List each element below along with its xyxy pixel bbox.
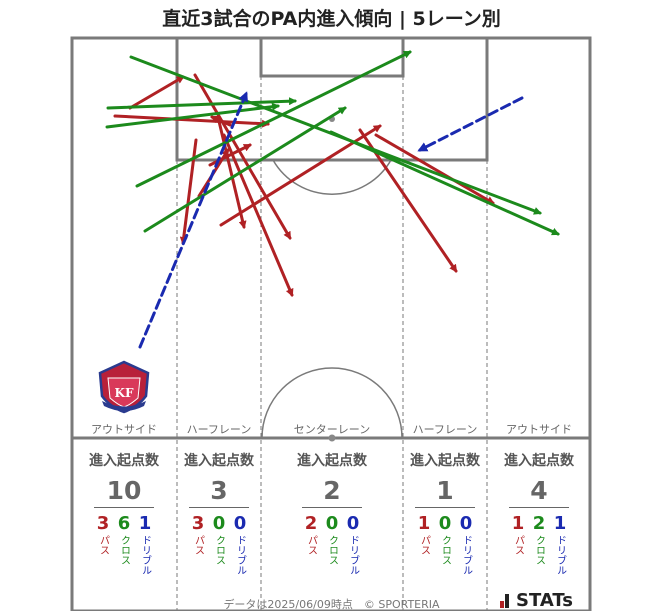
entry-breakdown: 3 パス 0 クロス 0 ドリブル: [179, 513, 259, 576]
cross-label: クロス: [439, 535, 451, 565]
cross-arrow: [329, 130, 560, 236]
entry-total: 10: [94, 476, 154, 508]
team-crest-logo: KF: [98, 360, 150, 414]
dribble-count-column: 0 ドリブル: [344, 513, 362, 576]
cross-count-column: 6 クロス: [115, 514, 133, 575]
cross-arrow: [143, 106, 347, 233]
lane-stats-2: 進入起点数 3 3 パス 0 クロス 0 ドリブル: [179, 450, 259, 575]
pass-count-column: 1 パス: [415, 514, 433, 575]
pass-arrow: [113, 114, 270, 128]
dribble-arrow: [417, 96, 524, 152]
pass-arrow: [219, 124, 382, 227]
entry-breakdown: 2 パス 0 クロス 0 ドリブル: [292, 513, 372, 576]
pass-count: 3: [96, 513, 110, 534]
entry-total: 3: [189, 476, 249, 508]
cross-arrow: [105, 102, 280, 129]
entry-breakdown: 3 パス 6 クロス 1 ドリブル: [84, 513, 164, 576]
center-circle: [261, 367, 403, 439]
cross-arrow: [135, 50, 412, 188]
stats-heading: 進入起点数: [504, 453, 574, 469]
pass-count: 2: [304, 513, 318, 534]
lane-label-2: ハーフレーン: [186, 423, 252, 436]
stats-logo-icon: [500, 593, 512, 608]
pass-count: 1: [417, 513, 431, 534]
dribble-label: ドリブル: [139, 535, 151, 575]
dribble-count-column: 0 ドリブル: [231, 513, 249, 576]
dribble-count-column: 1 ドリブル: [551, 513, 569, 576]
lane-stats-1: 進入起点数 10 3 パス 6 クロス 1 ドリブル: [84, 450, 164, 575]
stats-heading: 進入起点数: [410, 453, 480, 469]
lane-label-5: アウトサイド: [506, 423, 572, 436]
lane-label-4: ハーフレーン: [412, 423, 478, 436]
pass-arrow: [222, 133, 294, 297]
pass-label: パス: [192, 535, 204, 555]
dribble-label: ドリブル: [460, 535, 472, 575]
entry-total: 2: [302, 476, 362, 508]
lane-stats-5: 進入起点数 4 1 パス 2 クロス 1 ドリブル: [499, 450, 579, 575]
pass-count-column: 3 パス: [189, 514, 207, 575]
pass-label: パス: [418, 535, 430, 555]
dribble-arrow: [138, 91, 248, 349]
cross-count: 0: [212, 513, 226, 534]
cross-label: クロス: [213, 535, 225, 565]
pass-count: 1: [511, 513, 525, 534]
cross-count: 0: [325, 513, 339, 534]
pass-count-column: 2 パス: [302, 514, 320, 575]
dribble-count: 0: [233, 513, 247, 534]
pass-arrow: [374, 133, 495, 205]
pass-arrow: [216, 115, 247, 229]
goal-area: [259, 36, 405, 78]
entry-breakdown: 1 パス 0 クロス 0 ドリブル: [405, 513, 485, 576]
stats-heading: 進入起点数: [89, 453, 159, 469]
brand-label: STATs: [516, 590, 573, 611]
dribble-label: ドリブル: [234, 535, 246, 575]
cross-count: 0: [438, 513, 452, 534]
pass-label: パス: [305, 535, 317, 555]
cross-label: クロス: [118, 535, 130, 565]
entry-breakdown: 1 パス 2 クロス 1 ドリブル: [499, 513, 579, 576]
cross-label: クロス: [533, 535, 545, 565]
dribble-count-column: 1 ドリブル: [136, 513, 154, 576]
center-spot: [328, 434, 336, 442]
dribble-count: 1: [553, 513, 567, 534]
dribble-count-column: 0 ドリブル: [457, 513, 475, 576]
penalty-arc: [272, 159, 392, 195]
pass-count-column: 3 パス: [94, 514, 112, 575]
cross-count: 2: [532, 513, 546, 534]
cross-count-column: 0 クロス: [210, 514, 228, 575]
pass-arrow: [210, 115, 232, 127]
stats-heading: 進入起点数: [184, 453, 254, 469]
dribble-count: 0: [346, 513, 360, 534]
pass-count: 3: [191, 513, 205, 534]
pass-count-column: 1 パス: [509, 514, 527, 575]
lane-label-1: アウトサイド: [91, 423, 157, 436]
cross-count-column: 0 クロス: [436, 514, 454, 575]
stats-heading: 進入起点数: [297, 453, 367, 469]
stats-brand: STATs: [500, 590, 573, 611]
team-crest-letters: KF: [115, 386, 134, 400]
arrow-layer: [105, 50, 560, 349]
cross-arrow: [106, 97, 297, 110]
entry-total: 4: [509, 476, 569, 508]
dribble-count: 0: [459, 513, 473, 534]
lane-label-3: センターレーン: [293, 423, 371, 436]
page-title: 直近3試合のPA内進入傾向 | 5レーン別: [162, 8, 501, 30]
lane-stats-3: 進入起点数 2 2 パス 0 クロス 0 ドリブル: [292, 450, 372, 575]
dribble-label: ドリブル: [347, 535, 359, 575]
pass-label: パス: [97, 535, 109, 555]
cross-count: 6: [117, 513, 131, 534]
lane-stats-4: 進入起点数 1 1 パス 0 クロス 0 ドリブル: [405, 450, 485, 575]
pass-label: パス: [512, 535, 524, 555]
cross-count-column: 2 クロス: [530, 514, 548, 575]
cross-label: クロス: [326, 535, 338, 565]
dribble-label: ドリブル: [554, 535, 566, 575]
dribble-count: 1: [138, 513, 152, 534]
pass-arrow: [128, 75, 185, 110]
cross-count-column: 0 クロス: [323, 514, 341, 575]
entry-total: 1: [415, 476, 475, 508]
footer-note: データは2025/06/09時点 © SPORTERIA: [223, 598, 440, 611]
pass-arrow: [193, 73, 292, 240]
